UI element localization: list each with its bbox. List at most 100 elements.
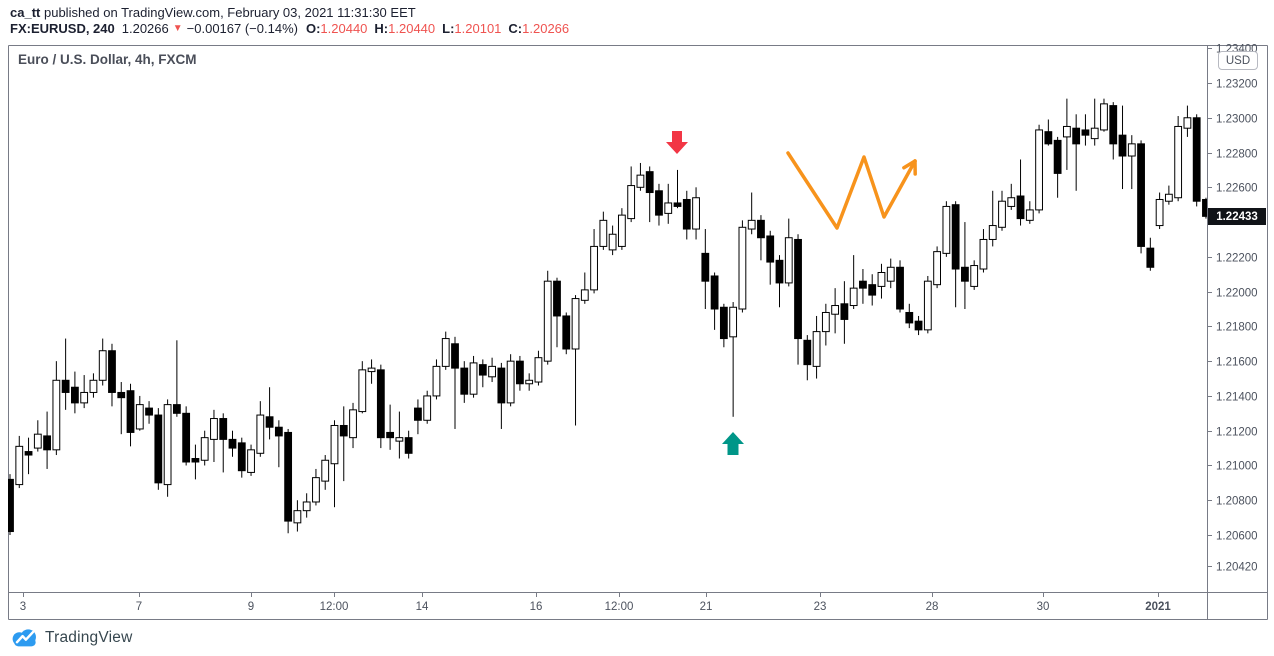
candle-body	[108, 350, 116, 393]
candle	[877, 263, 886, 299]
brand-footer[interactable]: TradingView	[10, 626, 133, 650]
candle	[395, 411, 404, 459]
candle-body	[154, 414, 163, 484]
candle	[386, 404, 395, 450]
candle-body	[905, 311, 914, 324]
candle-body	[673, 202, 682, 207]
candle	[766, 230, 775, 285]
candle	[970, 260, 979, 290]
candle-body	[988, 225, 997, 240]
candle-body	[784, 237, 793, 284]
candle-body	[182, 412, 191, 463]
candle-body	[849, 287, 858, 307]
candle	[1053, 136, 1062, 198]
candle	[1016, 159, 1025, 226]
candle-body	[710, 275, 719, 310]
candle	[349, 402, 357, 449]
candles-layer	[8, 98, 1207, 536]
candle-body	[1155, 198, 1164, 227]
candle-body	[321, 459, 330, 482]
candle-body	[1183, 117, 1192, 129]
candle	[358, 361, 367, 414]
candle-body	[247, 449, 255, 473]
candle-body	[961, 266, 969, 282]
candle-body	[766, 235, 775, 263]
price-tick-label: 1.23200	[1216, 79, 1258, 91]
candle-body	[553, 280, 561, 317]
candle-body	[951, 204, 960, 270]
candle-body	[70, 386, 79, 404]
candle	[70, 371, 79, 414]
candle	[534, 350, 543, 386]
candle	[219, 413, 228, 473]
last-price-tag: 1.22433	[1208, 208, 1266, 225]
candle-body	[1062, 125, 1071, 138]
candle	[256, 401, 265, 457]
buy-signal-arrow-icon	[722, 432, 744, 455]
price-tick-label: 1.20420	[1216, 562, 1258, 574]
candle-body	[432, 365, 441, 397]
candle-body	[349, 409, 357, 439]
candle	[8, 474, 14, 536]
candle	[821, 303, 830, 346]
candle	[302, 493, 311, 518]
time-tick-label: 23	[814, 601, 827, 613]
candle	[126, 383, 135, 447]
candle-body	[803, 339, 812, 366]
candle-body	[414, 407, 422, 421]
candle	[886, 258, 895, 289]
candle-body	[256, 414, 265, 454]
candle-body	[525, 379, 534, 385]
candle-body	[877, 271, 886, 287]
candle	[645, 166, 654, 223]
candle-body	[172, 404, 181, 414]
candle-body	[145, 407, 153, 416]
candle	[265, 387, 274, 440]
candle-body	[516, 360, 524, 385]
time-tick-label: 28	[926, 601, 939, 613]
candle	[293, 500, 302, 532]
candle-body	[571, 298, 580, 350]
currency-toggle-button[interactable]: USD	[1218, 51, 1258, 70]
candle-body	[135, 404, 144, 430]
candle	[849, 255, 858, 310]
candle-body	[395, 437, 404, 442]
candle-body	[1192, 117, 1201, 202]
price-tick-label: 1.21000	[1216, 461, 1258, 473]
time-tick-label: 2021	[1145, 601, 1171, 613]
price-tick-label: 1.23000	[1216, 114, 1258, 126]
candle	[247, 444, 255, 476]
candle	[98, 338, 107, 386]
candle	[692, 187, 700, 240]
candle	[682, 190, 691, 240]
candle-body	[358, 369, 367, 413]
candle	[330, 420, 339, 508]
high-quote: H:1.20440	[374, 21, 436, 36]
candle	[525, 373, 534, 391]
candle	[590, 229, 598, 294]
candle-body	[840, 303, 849, 320]
candle-body	[89, 379, 98, 393]
candle	[52, 361, 61, 456]
candle	[803, 335, 812, 381]
candle-body	[729, 306, 738, 338]
candle	[923, 275, 932, 334]
candle-body	[163, 404, 172, 486]
candle-body	[24, 451, 33, 456]
candle	[1025, 201, 1034, 224]
candle	[859, 269, 867, 304]
candle	[488, 357, 496, 383]
candle-body	[386, 431, 395, 439]
candle	[200, 430, 209, 466]
candle-body	[998, 200, 1006, 228]
candle-body	[914, 320, 923, 331]
price-axis: 1.234001.232001.230001.228001.226001.222…	[1207, 44, 1258, 574]
candle-body	[488, 365, 496, 378]
candle	[89, 373, 98, 398]
candle	[571, 295, 580, 426]
candle	[627, 166, 636, 223]
candle-body	[423, 395, 432, 421]
candle	[145, 401, 153, 424]
candle-body	[608, 233, 617, 251]
